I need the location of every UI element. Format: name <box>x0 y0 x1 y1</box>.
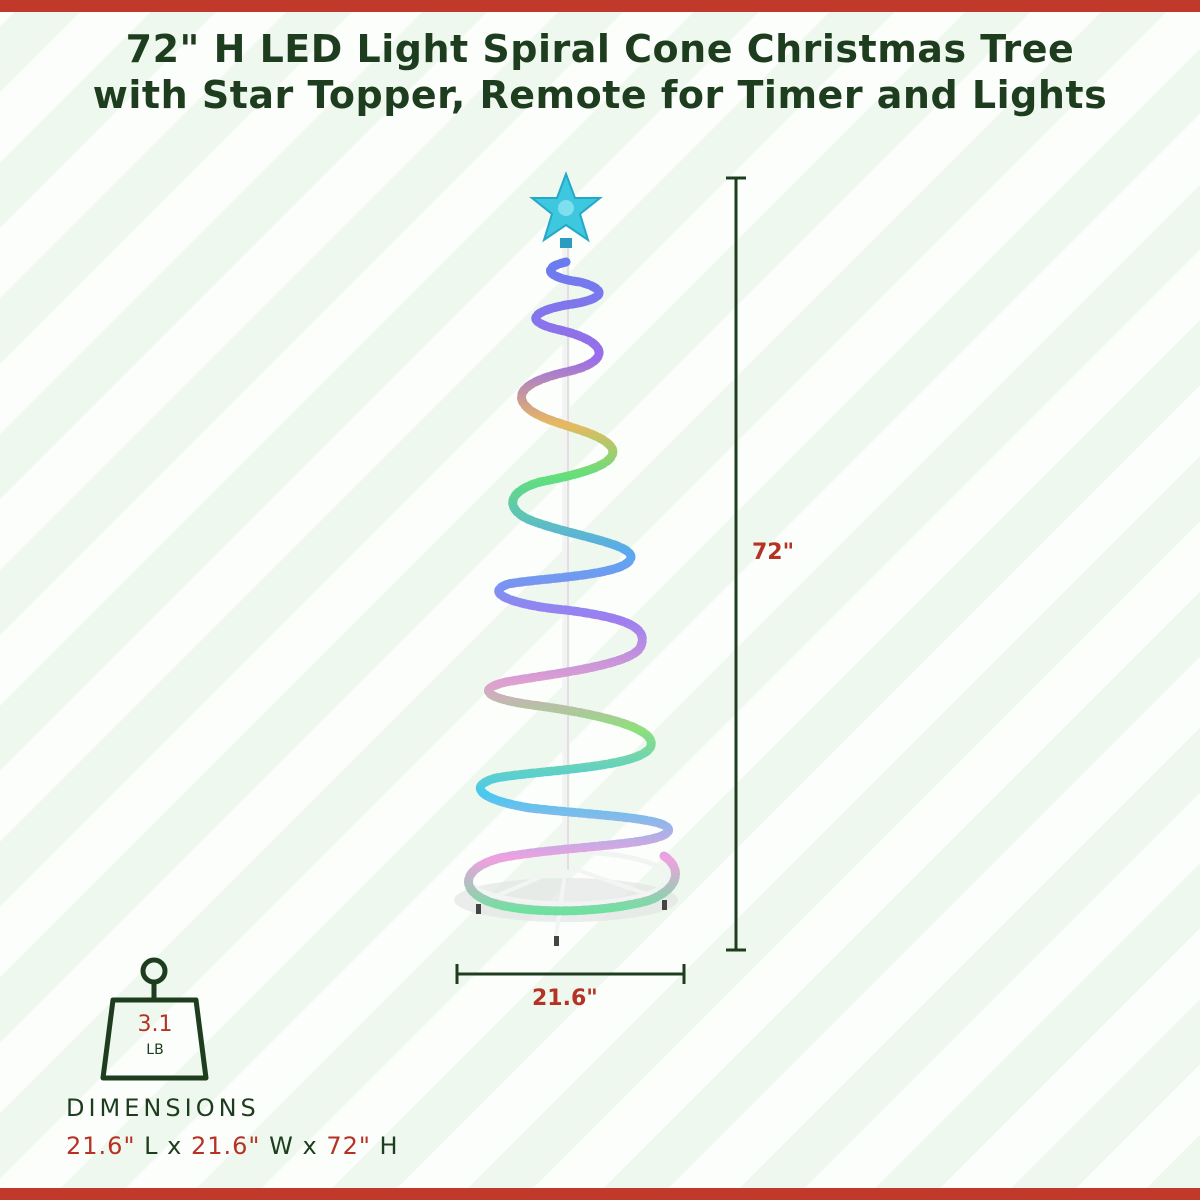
title-line-2: with Star Topper, Remote for Timer and L… <box>92 73 1108 117</box>
separator-1: x <box>167 1132 183 1160</box>
weight-icon <box>100 957 209 1081</box>
width-value: 21.6" <box>190 1132 261 1160</box>
length-unit: L <box>144 1132 159 1160</box>
star-icon <box>529 171 603 248</box>
product-title: 72" H LED Light Spiral Cone Christmas Tr… <box>0 26 1200 118</box>
separator-2: x <box>302 1132 318 1160</box>
bottom-border <box>0 1188 1200 1200</box>
dimensions-heading: DIMENSIONS <box>66 1094 260 1122</box>
height-dimension-line <box>726 176 746 952</box>
width-label: 21.6" <box>532 986 598 1011</box>
dimensions-summary: 21.6" L x 21.6" W x 72" H <box>66 1132 399 1160</box>
height-label: 72" <box>752 540 795 565</box>
length-value: 21.6" <box>66 1132 136 1160</box>
spiral-tree <box>454 171 680 946</box>
title-line-1: 72" H LED Light Spiral Cone Christmas Tr… <box>125 27 1075 71</box>
weight-value: 3.1 <box>137 1012 173 1037</box>
top-border <box>0 0 1200 12</box>
width-dimension-line <box>455 964 686 984</box>
width-unit: W <box>269 1132 294 1160</box>
height-value: 72" <box>326 1132 371 1160</box>
height-unit: H <box>379 1132 399 1160</box>
weight-unit: LB <box>146 1042 164 1058</box>
